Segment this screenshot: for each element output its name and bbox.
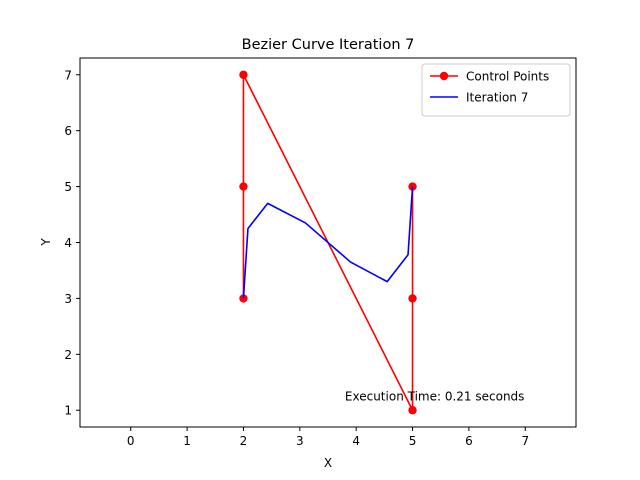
x-tick-label: 7 — [521, 434, 529, 448]
control-point — [239, 182, 248, 191]
legend-entry-label: Iteration 7 — [466, 91, 528, 105]
x-tick-label: 6 — [465, 434, 473, 448]
annotation-text: Execution Time: 0.21 seconds — [345, 390, 525, 404]
y-tick-label: 3 — [64, 292, 72, 306]
x-tick-label: 0 — [127, 434, 135, 448]
y-axis: 1 2 3 4 5 6 7 — [64, 68, 80, 418]
x-tick-label: 4 — [352, 434, 360, 448]
y-tick-label: 5 — [64, 180, 72, 194]
x-axis: 0 1 2 3 4 5 6 7 — [127, 427, 529, 448]
control-point — [408, 406, 417, 415]
control-point — [239, 70, 248, 79]
y-tick-label: 7 — [64, 68, 72, 82]
y-tick-label: 4 — [64, 236, 72, 250]
chart-title: Bezier Curve Iteration 7 — [242, 37, 415, 53]
annotations: Execution Time: 0.21 seconds — [345, 390, 525, 404]
legend: Control Points Iteration 7 — [421, 63, 571, 117]
plot-area — [239, 70, 417, 415]
y-tick-label: 2 — [64, 348, 72, 362]
control-point — [408, 294, 417, 303]
legend-entry-label: Control Points — [466, 70, 549, 84]
y-axis-label: Y — [39, 238, 53, 247]
y-tick-label: 1 — [64, 404, 72, 418]
legend-marker — [439, 71, 449, 81]
x-tick-label: 2 — [240, 434, 248, 448]
y-tick-label: 6 — [64, 124, 72, 138]
x-tick-label: 5 — [409, 434, 417, 448]
x-tick-label: 1 — [183, 434, 191, 448]
x-tick-label: 3 — [296, 434, 304, 448]
legend-box — [421, 63, 571, 117]
x-axis-label: X — [324, 456, 332, 470]
series-line-1 — [242, 186, 414, 299]
